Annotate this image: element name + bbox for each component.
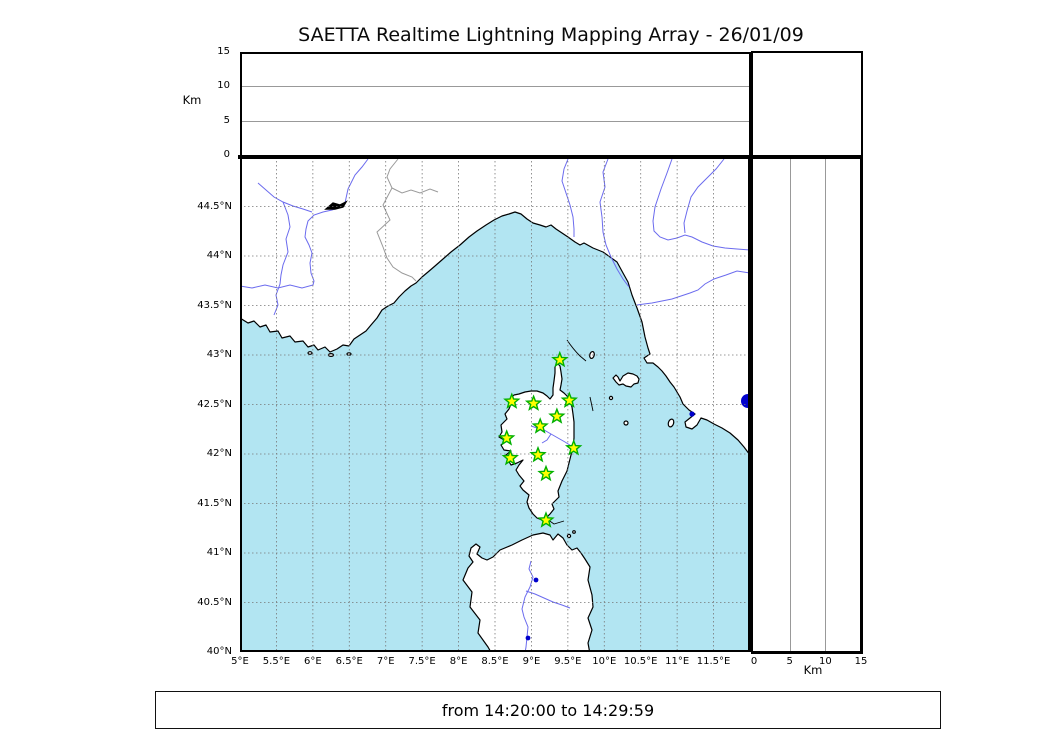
right-km-tick-label: 10: [818, 656, 832, 667]
station-star-marker: [529, 445, 547, 463]
panel-divider-vertical: [749, 52, 753, 652]
lon-tick-label: 8°E: [449, 656, 468, 667]
lon-tick-label: 6°E: [304, 656, 322, 667]
lat-tick-label: 40°N: [206, 646, 232, 657]
lon-tick-label: 7°E: [376, 656, 395, 667]
altitude-tick-label: 15: [217, 46, 230, 57]
landmasses: [237, 154, 751, 655]
lat-tick-label: 42°N: [206, 448, 232, 459]
coastline-arc-ne-cap-corse: [566, 339, 587, 362]
lat-tick-label: 43.5°N: [197, 299, 232, 311]
rivers: [239, 158, 751, 654]
montecristo-island: [623, 420, 629, 426]
hyeres-island-1: [307, 351, 313, 355]
giglio-island: [667, 418, 675, 428]
right-km-gridline: [789, 159, 791, 651]
lake-sardinia-1: [533, 577, 539, 583]
right-km-tick-label: 15: [854, 656, 868, 667]
lat-tick-label: 40.5°N: [197, 596, 232, 608]
lake-sardinia-2: [525, 635, 531, 641]
map-gridlines: [240, 157, 750, 652]
lat-tick-label: 41.5°N: [197, 497, 232, 509]
corsica: [498, 362, 575, 521]
lat-tick-label: 41°N: [206, 547, 232, 558]
figure-title: SAETTA Realtime Lightning Mapping Array …: [298, 24, 804, 46]
lon-tick-label: 10.5°E: [623, 656, 658, 667]
mainland-france-italy: [237, 154, 751, 456]
altitude-gridline: [242, 86, 749, 88]
time-range-bar: from 14:20:00 to 14:29:59: [155, 691, 941, 729]
border-branch: [391, 187, 439, 194]
lon-tick-label: 9°E: [522, 656, 541, 667]
lat-tick-label: 43°N: [206, 349, 232, 360]
altitude-gridline: [242, 120, 749, 122]
lagoon-orbetello: [689, 411, 695, 417]
river-po-tributary: [652, 158, 751, 251]
lon-tick-label: 5.5°E: [262, 656, 291, 667]
right-km-axis-label: Km: [803, 663, 823, 677]
map-panel: [237, 154, 755, 655]
lon-tick-label: 9.5°E: [554, 656, 582, 667]
lat-tick-label: 42.5°N: [197, 398, 232, 410]
lon-tick-label: 7.5°E: [408, 656, 436, 667]
station-star-marker: [565, 438, 583, 456]
time-range-text: from 14:20:00 to 14:29:59: [441, 700, 655, 720]
lon-tick-label: 5°E: [231, 656, 249, 667]
river-arno: [636, 270, 751, 306]
right-km-tick-label: 5: [786, 656, 793, 667]
altitude-latitude-panel: [751, 157, 863, 654]
lon-tick-label: 11.5°E: [696, 656, 731, 667]
altitude-longitude-panel: [240, 52, 750, 155]
station-star-marker: [560, 391, 578, 408]
elba-island: [612, 372, 640, 388]
pianosa-island: [608, 395, 614, 401]
country-borders: [376, 158, 439, 282]
maddalena-island-1: [566, 533, 572, 539]
lon-tick-label: 6.5°E: [335, 656, 363, 667]
station-star-marker: [498, 429, 516, 446]
station-star-marker: [524, 394, 543, 411]
right-km-gridline: [825, 159, 827, 651]
lat-tick-label: 44.5°N: [197, 200, 232, 212]
corner-box: [751, 51, 863, 157]
river-sardinia-2: [525, 590, 571, 609]
panel-divider-horizontal: [238, 155, 863, 159]
station-markers: [498, 350, 583, 528]
altitude-tick-label: 5: [223, 114, 230, 126]
station-star-marker: [503, 392, 521, 409]
station-star-marker: [537, 464, 555, 482]
river-po-branch: [683, 158, 725, 234]
maddalena-island-2: [572, 530, 576, 534]
border-france-italy: [376, 158, 417, 282]
coastline-segment-east-corsica: [589, 396, 594, 412]
station-star-marker: [501, 448, 519, 466]
lon-tick-label: 11°E: [665, 656, 690, 667]
right-km-tick-label: 0: [750, 656, 758, 667]
station-star-marker: [531, 417, 549, 434]
lat-tick-label: 44°N: [206, 250, 232, 261]
altitude-tick-label: 0: [223, 149, 230, 160]
lon-tick-label: 8.5°E: [481, 656, 509, 667]
station-star-marker: [537, 511, 555, 528]
lake-serre-poncon: [324, 200, 348, 210]
station-star-marker: [548, 407, 566, 424]
map-canvas: [237, 154, 755, 655]
lon-tick-label: 10°E: [592, 656, 617, 667]
sardinia: [462, 532, 594, 655]
altitude-tick-label: 10: [217, 80, 230, 92]
river-liguria: [561, 158, 575, 237]
altitude-axis-label: Km: [182, 93, 202, 107]
river-golo-branch: [541, 433, 552, 444]
station-star-marker: [551, 350, 569, 368]
river-durance: [239, 158, 369, 289]
